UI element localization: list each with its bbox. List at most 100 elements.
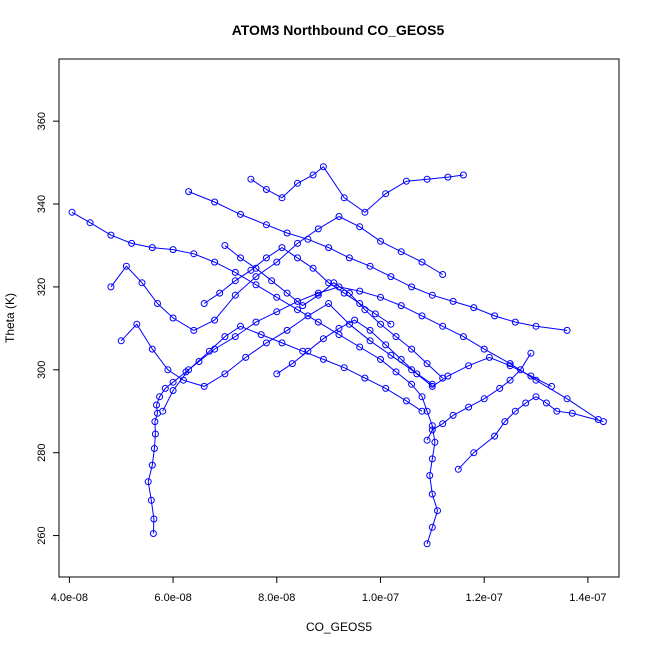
data-point (294, 179, 301, 187)
data-point (366, 326, 374, 334)
data-point (147, 496, 155, 504)
data-point (387, 320, 395, 328)
data-point (148, 461, 156, 469)
data-point (428, 426, 436, 434)
data-point (150, 445, 158, 452)
data-point (314, 318, 322, 326)
data-point (200, 382, 208, 390)
data-point (257, 331, 265, 339)
data-point (423, 540, 431, 548)
x-axis-label: CO_GEOS5 (306, 620, 372, 634)
data-point (205, 347, 213, 355)
series-line (71, 211, 439, 544)
x-tick-label: 1.2e-07 (466, 592, 503, 604)
data-point (161, 384, 169, 392)
data-point (491, 312, 499, 320)
data-point (485, 353, 493, 361)
data-point (283, 326, 291, 334)
series-line (188, 191, 568, 331)
data-point (511, 407, 519, 415)
series-line (147, 286, 599, 534)
data-point (553, 407, 561, 415)
series-line (224, 245, 444, 379)
data-point (491, 432, 499, 440)
data-point (377, 293, 384, 301)
data-point (294, 254, 301, 262)
data-point (216, 289, 224, 297)
data-point (190, 250, 198, 258)
data-point (273, 258, 281, 266)
data-point (377, 320, 384, 328)
data-point (283, 289, 291, 297)
data-point (122, 262, 130, 270)
data-point (262, 254, 270, 262)
data-point (340, 289, 348, 297)
data-point (366, 337, 374, 345)
data-point (185, 188, 193, 196)
data-point (428, 382, 436, 390)
series-line (250, 165, 464, 213)
x-axis: 4.0e-08 6.0e-08 8.0e-08 1.0e-07 1.2e-07 1.4e-… (51, 576, 607, 604)
data-point (470, 304, 478, 312)
data-point (501, 418, 509, 426)
data-point (426, 472, 434, 479)
data-point (304, 347, 312, 355)
data-point (211, 258, 219, 266)
data-point (356, 343, 364, 351)
data-point (144, 478, 152, 486)
plot-frame (58, 58, 620, 578)
data-point (527, 349, 535, 357)
data-point (149, 530, 157, 537)
y-tick-label: 260 (36, 526, 48, 544)
data-point (299, 302, 307, 310)
data-point (356, 287, 364, 295)
data-point (449, 411, 457, 419)
data-point (237, 254, 244, 262)
data-point (68, 208, 76, 216)
data-point (397, 355, 405, 363)
data-point (439, 322, 447, 330)
data-point (423, 360, 431, 368)
y-axis-label: Theta (K) (3, 293, 17, 343)
data-point (325, 244, 333, 252)
x-tick-label: 1.0e-07 (362, 592, 399, 604)
x-tick-label: 1.4e-07 (569, 592, 606, 604)
data-point (148, 345, 156, 353)
series-line (457, 396, 604, 470)
data-point (511, 318, 519, 326)
data-point (428, 455, 436, 463)
data-point (527, 372, 535, 380)
data-point (356, 223, 364, 231)
data-point (408, 345, 416, 353)
data-point (423, 175, 431, 183)
data-point (299, 347, 307, 355)
data-point (294, 239, 301, 247)
chart-title: ATOM3 Northbound CO_GEOS5 (232, 22, 445, 38)
y-tick-label: 320 (36, 278, 48, 296)
data-point (273, 308, 281, 316)
data-point (283, 229, 291, 237)
data-point (340, 364, 348, 372)
data-point (150, 515, 158, 523)
data-point (319, 355, 327, 363)
y-tick-label: 280 (36, 444, 48, 462)
series-line (120, 302, 433, 387)
data-point (480, 345, 488, 353)
data-point (211, 316, 219, 324)
y-tick-label: 360 (36, 112, 48, 130)
y-axis: 260 280 300 320 340 360 (36, 112, 59, 545)
data-point (563, 395, 571, 403)
data-point (221, 370, 229, 378)
data-point (387, 273, 395, 281)
data-point (522, 399, 530, 407)
data-point (185, 366, 193, 374)
data-point (439, 271, 447, 278)
data-point (599, 418, 607, 426)
data-point (314, 225, 322, 233)
data-point (231, 291, 239, 299)
data-point (86, 219, 94, 227)
x-tick-label: 6.0e-08 (154, 592, 191, 604)
data-point (418, 407, 426, 415)
data-point (340, 194, 348, 202)
